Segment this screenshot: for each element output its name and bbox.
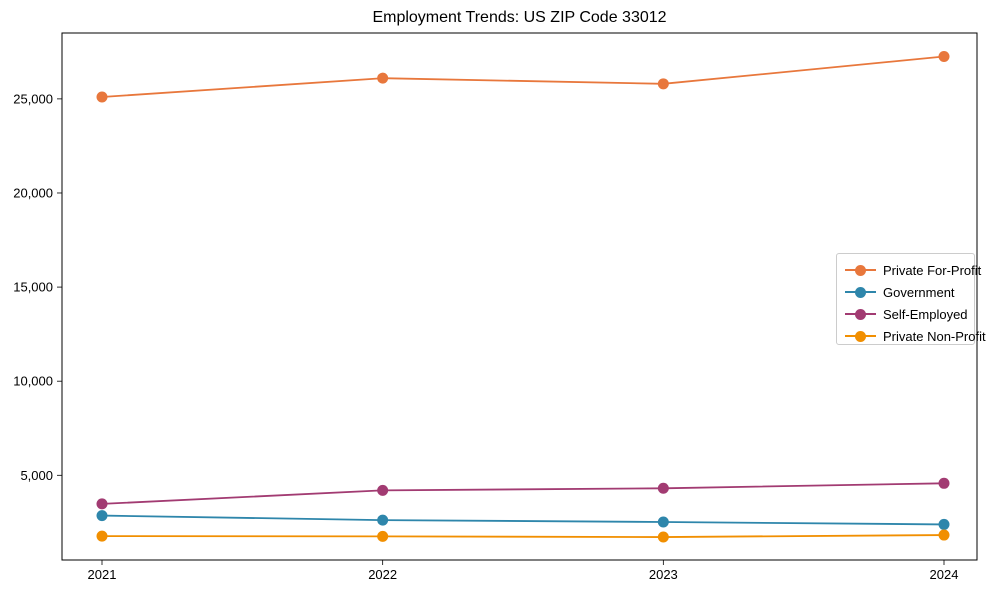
series-self-employed	[96, 477, 950, 510]
data-point	[377, 514, 389, 526]
data-point	[657, 78, 669, 90]
legend-marker-icon	[845, 286, 876, 298]
series-private-non-profit	[96, 529, 950, 543]
y-tick-label: 25,000	[13, 91, 53, 106]
legend-item-private-non-profit: Private Non-Profit	[845, 325, 986, 347]
legend-marker-icon	[845, 330, 876, 342]
x-tick-label: 2022	[368, 567, 397, 582]
data-point	[377, 484, 389, 496]
data-point	[96, 530, 108, 542]
plot-frame	[61, 32, 978, 561]
series-private-for-profit	[96, 51, 950, 103]
x-tick-label: 2021	[88, 567, 117, 582]
data-point	[657, 531, 669, 543]
x-tick-label: 2024	[930, 567, 959, 582]
y-axis: 5,000 10,000 15,000 20,000 25,000	[13, 91, 62, 483]
data-point	[657, 516, 669, 528]
series-line	[101, 482, 945, 505]
legend-item-private-for-profit: Private For-Profit	[845, 259, 981, 281]
data-point	[657, 482, 669, 494]
x-tick-label: 2023	[649, 567, 678, 582]
legend-item-self-employed: Self-Employed	[845, 303, 974, 325]
legend-label: Private Non-Profit	[883, 328, 986, 344]
chart-title: Employment Trends: US ZIP Code 33012	[372, 9, 667, 26]
legend-label: Government	[883, 284, 955, 300]
series-line	[101, 55, 945, 98]
data-point	[377, 72, 389, 84]
series-line	[101, 534, 945, 538]
y-tick-label: 20,000	[13, 185, 53, 200]
data-point	[938, 529, 950, 541]
data-point	[377, 530, 389, 542]
legend-marker-icon	[845, 308, 876, 320]
data-point	[96, 498, 108, 510]
y-tick-label: 5,000	[20, 468, 53, 483]
legend-marker-icon	[845, 264, 876, 276]
data-point	[938, 518, 950, 530]
legend-label: Self-Employed	[883, 306, 968, 322]
series-government	[96, 510, 950, 530]
series-line	[101, 514, 945, 526]
y-tick-label: 15,000	[13, 280, 53, 295]
data-point	[96, 510, 108, 522]
data-point	[938, 477, 950, 489]
legend-item-government: Government	[845, 281, 974, 303]
data-point	[938, 51, 950, 63]
data-point	[96, 91, 108, 103]
y-tick-label: 10,000	[13, 374, 53, 389]
legend: Private For-Profit Government Self-Employe…	[836, 253, 986, 347]
legend-label: Private For-Profit	[883, 262, 982, 278]
x-axis: 2021 2022 2023 2024	[88, 560, 959, 582]
